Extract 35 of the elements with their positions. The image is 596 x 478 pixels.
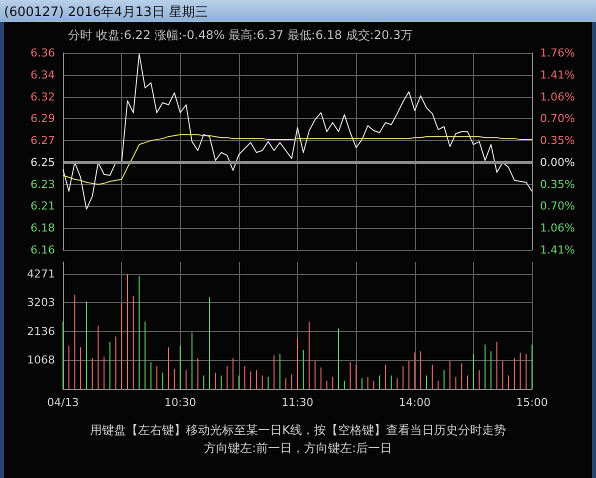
y2-tick-label: 1.76%: [540, 46, 575, 60]
y2-tick-label: 1.41%: [540, 68, 575, 82]
y-tick-label: 6.27: [30, 134, 55, 148]
y-tick-label: 4271: [27, 267, 55, 280]
y-tick-label: 6.36: [30, 46, 55, 60]
y-tick-label: 6.18: [30, 222, 55, 235]
chart-title: (600127) 2016年4月13日 星期三: [4, 4, 208, 21]
text: 方向键左:前一日，方向键左:后一日: [202, 440, 394, 457]
y-tick-label: 6.34: [30, 68, 55, 82]
y2-tick-label: 1.06%: [540, 90, 575, 104]
x-tick-label: 04/13: [47, 396, 79, 409]
line-series: [62, 53, 532, 210]
chart-subtitle: 分时 收盘:6.22 涨幅:-0.48% 最高:6.37 最低:6.18 成交:20.3万: [68, 27, 413, 44]
y2-tick-label: 0.00%: [540, 156, 575, 169]
y-tick-label: 6.16: [30, 244, 55, 256]
y-tick-label: 6.29: [30, 112, 55, 126]
y-tick-label: 1068: [27, 354, 55, 367]
y-tick-label: 6.21: [30, 200, 55, 213]
y2-tick-label: 1.41%: [540, 244, 575, 256]
y-tick-label: 2136: [27, 324, 55, 338]
y2-tick-label: 0.35%: [540, 134, 575, 148]
x-tick-label: 15:00: [516, 396, 548, 409]
y2-tick-label: 0.35%: [540, 178, 575, 191]
y2-tick-label: 0.70%: [540, 112, 575, 126]
y-tick-label: 6.23: [30, 178, 55, 191]
y2-tick-label: 1.06%: [540, 222, 575, 235]
x-tick-label: 10:30: [164, 396, 196, 409]
y-tick-label: 3203: [27, 296, 55, 310]
y-tick-label: 6.25: [30, 156, 55, 169]
line-series: [62, 134, 532, 185]
y2-tick-label: 0.70%: [540, 200, 575, 213]
x-tick-label: 14:00: [398, 396, 431, 409]
y-tick-label: 6.32: [30, 90, 55, 104]
x-tick-label: 11:30: [282, 396, 314, 409]
text: 用键盘【左右键】移动光标至某一日K线，按【空格键】查看当日历史分时走势: [89, 422, 507, 439]
